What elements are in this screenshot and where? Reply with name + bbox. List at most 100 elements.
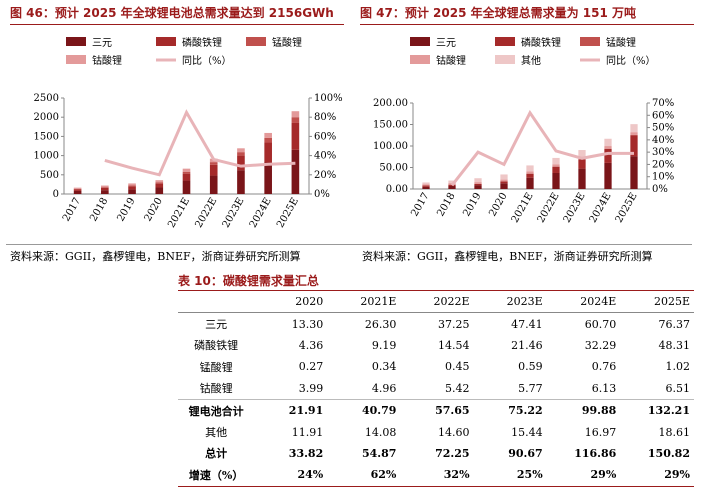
table-cell: 62% [327,464,400,486]
table-cell: 3.99 [254,378,327,400]
table-header-row: 2020 2021E 2022E 2023E 2024E 2025E [178,291,694,313]
bar-4 [422,182,429,184]
bar-3 [604,146,611,149]
bar-3 [552,164,559,166]
bar-1 [422,186,429,187]
figure-46-title: 图 46：预计 2025 年全球锂电池总需求量达到 2156GWh [10,4,344,25]
figure-47-title: 图 47：预计 2025 年全球锂总需求量为 151 万吨 [360,4,694,25]
y2-tick-label: 20% [314,170,336,181]
bar-2 [210,162,218,165]
table-cell: 25% [474,464,547,486]
table-cell: 1.02 [620,356,694,377]
table-cell: 11.91 [254,421,327,442]
table-cell: 29% [620,464,694,486]
bar-2 [101,187,109,188]
table-header-cell: 2023E [474,291,547,313]
legend-swatch [495,55,515,64]
legend-label: 磷酸铁锂 [182,36,222,49]
bar-1 [292,123,300,150]
legend-label: 三元 [436,38,456,49]
bar-1 [264,143,272,163]
x-tick-label: 2024E [588,191,614,225]
bar-1 [526,174,533,178]
y-tick-label: 0.00 [386,184,408,195]
table-cell: 0.59 [474,356,547,377]
legend-label: 磷酸铁锂 [521,36,561,49]
bar-0 [526,178,533,189]
y-tick-label: 50.00 [379,163,408,174]
x-tick-label: 2017 [409,191,431,219]
y-tick-label: 1500 [34,131,59,142]
legend-swatch [580,37,600,46]
bar-1 [552,167,559,173]
legend-label: 钴酸锂 [92,54,122,67]
table-row-label: 增速（%） [178,464,254,486]
y2-tick-label: 70% [652,98,674,109]
y2-tick-label: 0% [314,189,330,200]
y-tick-label: 2000 [34,112,59,123]
table-cell: 47.41 [474,313,547,335]
bar-0 [210,176,218,194]
x-tick-label: 2022E [536,191,562,225]
bar-4 [630,124,637,132]
table-cell: 57.65 [400,399,473,421]
bar-2 [237,152,245,155]
table-cell: 60.70 [547,313,621,335]
table-header-cell: 2020 [254,291,327,313]
table-cell: 14.08 [327,421,400,442]
legend-swatch [495,37,515,46]
bar-0 [630,156,637,189]
table-cell: 116.86 [547,443,621,464]
table-cell: 37.25 [400,313,473,335]
bar-0 [448,186,455,189]
table-row-label: 其他 [178,421,254,442]
bar-3 [264,133,272,138]
y-tick-label: 200.00 [373,98,408,109]
bar-3 [526,171,533,173]
bar-1 [500,181,507,183]
table-row: 增速（%）24%62%32%25%29%29% [178,464,694,486]
table-cell: 0.27 [254,356,327,377]
table-cell: 6.51 [620,378,694,400]
table-cell: 21.46 [474,335,547,356]
legend-label: 钴酸锂 [436,54,466,67]
x-tick-label: 2021E [510,191,536,225]
table-cell: 14.54 [400,335,473,356]
table-cell: 24% [254,464,327,486]
bar-1 [604,149,611,163]
table-title: 表 10：碳酸锂需求量汇总 [178,273,694,291]
y-tick-label: 2500 [34,93,59,104]
bar-4 [604,139,611,146]
bar-3 [422,184,429,185]
table-cell: 18.61 [620,421,694,442]
legend-swatch [410,55,430,64]
bar-3 [474,182,481,184]
x-tick-label: 2017 [61,196,83,224]
figure-47-source: 资料来源：GGII，鑫椤锂电，BNEF，浙商证券研究所测算 [362,248,653,264]
legend-label: 同比（%） [182,55,232,67]
x-tick-label: 2019 [461,191,483,219]
y2-tick-label: 100% [314,93,343,104]
table-row-label: 锂电池合计 [178,399,254,421]
y2-tick-label: 40% [652,135,674,146]
bar-1 [578,159,585,168]
bar-4 [552,158,559,164]
table-header-cell: 2024E [547,291,621,313]
bar-0 [474,185,481,189]
x-tick-label: 2021E [166,196,192,230]
figure-46-source: 资料来源：GGII，鑫椤锂电，BNEF，浙商证券研究所测算 [10,248,301,264]
bar-3 [183,169,191,172]
bar-0 [74,191,82,194]
table-cell: 0.45 [400,356,473,377]
table-cell: 40.79 [327,399,400,421]
table-cell: 5.42 [400,378,473,400]
